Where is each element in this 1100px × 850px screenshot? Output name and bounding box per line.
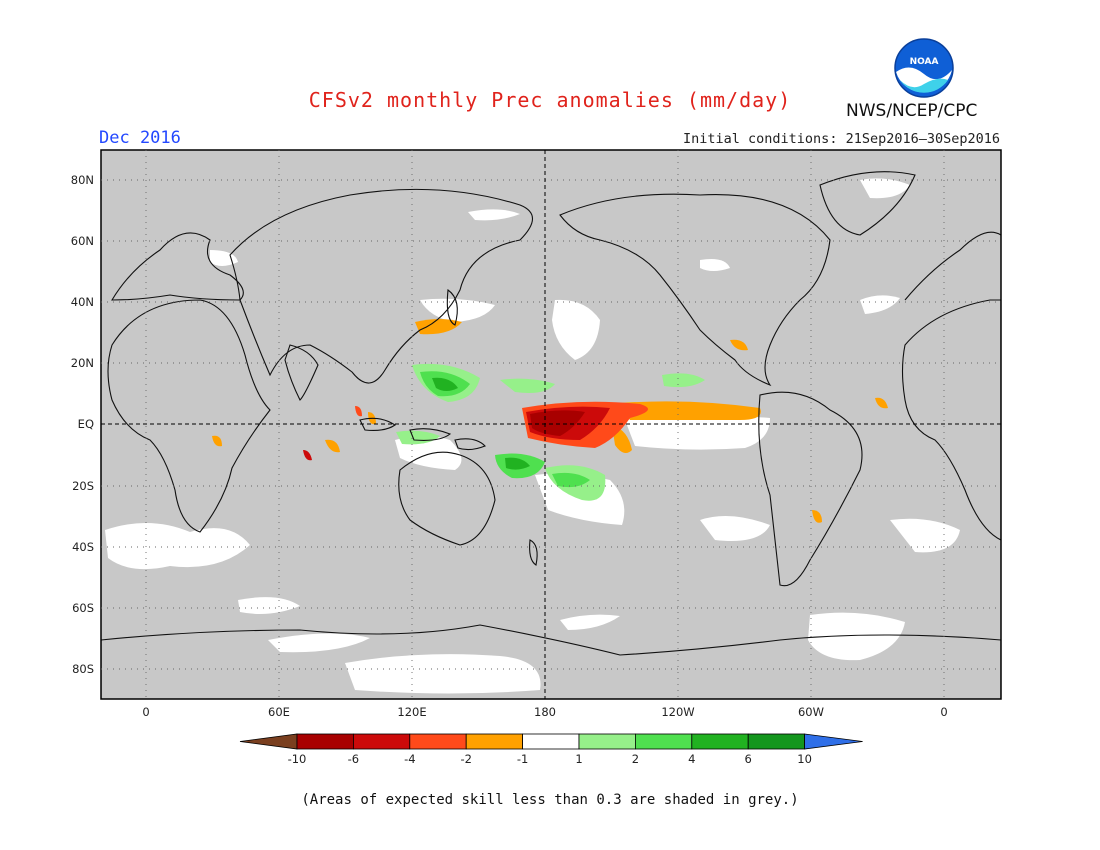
colorbar-arrow-high [804, 733, 863, 750]
graticule [101, 150, 1001, 699]
colorbar-label: -1 [517, 752, 528, 766]
reference-lines [101, 150, 1001, 699]
colorbar-arrow-low [239, 733, 298, 750]
colorbar-label: 1 [575, 752, 582, 766]
lon-label: 180 [534, 705, 556, 719]
forecast-month: Dec 2016 [99, 128, 181, 148]
colorbar-bin [465, 733, 524, 750]
colorbar-label: -4 [404, 752, 415, 766]
lon-label: 120E [397, 705, 426, 719]
lon-label: 60W [798, 705, 824, 719]
colorbar-label: -2 [460, 752, 471, 766]
colorbar-bin [409, 733, 467, 750]
skill-footnote: (Areas of expected skill less than 0.3 a… [301, 792, 799, 808]
lat-label: 80S [72, 662, 94, 676]
svg-text:NOAA: NOAA [910, 57, 939, 67]
lon-label: 120W [661, 705, 694, 719]
map-title: CFSv2 monthly Prec anomalies (mm/day) [308, 88, 792, 112]
colorbar-bin [747, 733, 806, 750]
lat-label: EQ [78, 417, 94, 431]
colorbar-bin [635, 733, 693, 750]
lat-label: 20N [71, 356, 94, 370]
colorbar-bin [578, 733, 636, 750]
colorbar-label: 10 [797, 752, 812, 766]
coastlines [101, 171, 1001, 699]
lon-label: 0 [142, 705, 149, 719]
noaa-logo: NOAA [894, 38, 954, 98]
colorbar-label: -6 [348, 752, 359, 766]
lat-label: 40N [71, 295, 94, 309]
colorbar: -10 -6 -4 -2 -1 1 2 4 6 10 [239, 733, 863, 766]
colorbar-label: 4 [688, 752, 695, 766]
lat-label: 60S [72, 601, 94, 615]
lat-label: 80N [71, 173, 94, 187]
lon-label: 0 [940, 705, 947, 719]
colorbar-label: 6 [745, 752, 752, 766]
lat-label: 60N [71, 234, 94, 248]
initial-conditions: Initial conditions: 21Sep2016–30Sep2016 [683, 131, 1000, 147]
lat-label: 40S [72, 540, 94, 554]
lat-label: 20S [72, 479, 94, 493]
organization-label: NWS/NCEP/CPC [846, 101, 978, 121]
colorbar-bin [352, 733, 411, 750]
lon-label: 60E [268, 705, 290, 719]
latitude-labels: 80N 60N 40N 20N EQ 20S 40S 60S 80S [71, 173, 94, 676]
longitude-labels: 0 60E 120E 180 120W 60W 0 [142, 705, 947, 719]
colorbar-bin [522, 733, 580, 750]
colorbar-bin [691, 733, 749, 750]
colorbar-label: -10 [288, 752, 307, 766]
colorbar-bin [296, 733, 354, 750]
colorbar-label: 2 [632, 752, 639, 766]
